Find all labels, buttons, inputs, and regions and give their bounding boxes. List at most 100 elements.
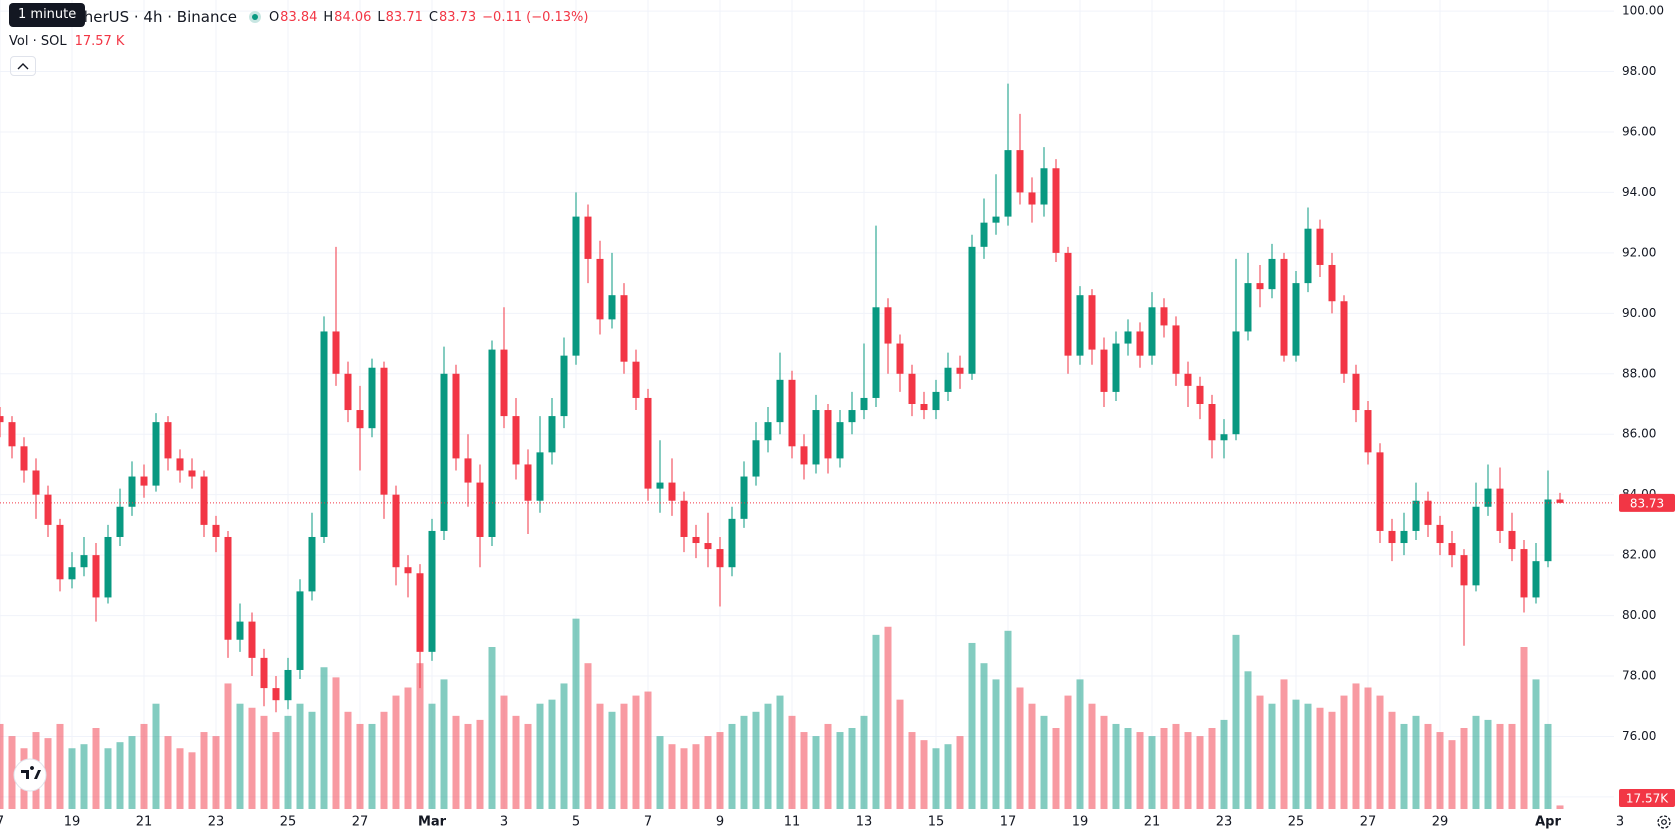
volume-bar (188, 752, 196, 809)
market-status[interactable] (248, 11, 261, 23)
candle-body (1088, 295, 1096, 350)
collapse-button[interactable] (10, 56, 36, 76)
candle-body (1328, 264, 1336, 302)
volume-bar (140, 723, 148, 809)
candle-body (368, 367, 376, 429)
candle-body (1544, 499, 1552, 562)
volume-bar (536, 703, 544, 809)
volume-name[interactable]: Vol · SOL (9, 33, 67, 49)
volume-bar (728, 723, 736, 809)
candle-body (1256, 283, 1264, 290)
x-tick-label: 19 (64, 815, 81, 830)
volume-legend: Vol · SOL 17.57 K (9, 31, 130, 51)
candle-body (140, 476, 148, 486)
volume-bar (1328, 711, 1336, 809)
volume-bar (788, 715, 796, 809)
candle-body (848, 410, 856, 423)
y-tick-label: 76.00 (1622, 729, 1656, 743)
candle-body (1496, 488, 1504, 531)
volume-bar (884, 626, 892, 809)
symbol-title[interactable]: TetherUS · 4h · Binance (62, 8, 237, 26)
candle-body (884, 307, 892, 344)
candle-body (332, 331, 340, 374)
settings-icon[interactable] (1657, 815, 1671, 829)
legend-low: 83.71 (385, 9, 423, 25)
candle-body (1508, 530, 1516, 550)
x-tick-label: 29 (1432, 815, 1449, 830)
candle-body (1436, 524, 1444, 544)
candle-body (236, 621, 244, 640)
candle-body (0, 416, 4, 423)
candle-body (416, 573, 424, 652)
candle-body (776, 379, 784, 423)
volume-bar (992, 679, 1000, 809)
candle-body (272, 688, 280, 701)
candle-body (608, 295, 616, 320)
x-tick-label: 5 (572, 815, 580, 830)
x-tick-label: 27 (352, 815, 369, 830)
tradingview-logo[interactable] (13, 758, 47, 792)
volume-bar (1052, 728, 1060, 809)
candle-body (428, 530, 436, 652)
candle-body (704, 543, 712, 550)
candle-body (1172, 325, 1180, 374)
candle-body (1520, 549, 1528, 598)
volume-bar (860, 715, 868, 809)
volume-bar (1172, 723, 1180, 809)
candle-body (380, 367, 388, 495)
volume-bar (632, 695, 640, 809)
volume-bar (812, 736, 820, 809)
candle-body (1232, 331, 1240, 435)
candle-body (164, 422, 172, 459)
volume-bar (908, 732, 916, 809)
candle-body (644, 397, 652, 489)
candle-body (1400, 530, 1408, 544)
x-tick-label: 19 (1072, 815, 1089, 830)
candle-body (452, 373, 460, 459)
volume-bar (1136, 732, 1144, 809)
volume-bar (332, 677, 340, 809)
volume-bar (1076, 679, 1084, 809)
volume-bar (1544, 723, 1552, 809)
volume-bar (1004, 630, 1012, 809)
volume-bar (1292, 699, 1300, 809)
legend-key: C (428, 9, 438, 25)
candle-body (944, 367, 952, 392)
candle-body (1556, 499, 1564, 503)
volume-bar (776, 695, 784, 809)
candle-body (1412, 500, 1420, 531)
candle-body (296, 591, 304, 670)
volume-bar (296, 703, 304, 809)
volume-bar (344, 711, 352, 809)
volume-bar (392, 695, 400, 809)
volume-bar (416, 663, 424, 809)
candle-body (968, 246, 976, 374)
volume-bar (116, 742, 124, 809)
x-tick-label: 25 (280, 815, 297, 830)
y-tick-label: 82.00 (1622, 548, 1656, 562)
volume-bar (596, 703, 604, 809)
volume-bar (488, 647, 496, 809)
candle-body (656, 482, 664, 489)
volume-bar (1100, 715, 1108, 809)
last-volume-label: 17.57K (1626, 792, 1669, 806)
x-tick-label: Apr (1535, 815, 1561, 830)
volume-bar (944, 744, 952, 809)
candle-body (1292, 283, 1300, 356)
candle-body (716, 549, 724, 568)
candle-body (992, 216, 1000, 223)
volume-bar (1280, 679, 1288, 809)
volume-bar (1244, 671, 1252, 809)
volume-bar (1220, 719, 1228, 809)
volume-bar (872, 634, 880, 809)
candle-body (392, 494, 400, 568)
candle-body (1016, 150, 1024, 193)
candle-body (1268, 258, 1276, 290)
volume-bar (716, 732, 724, 809)
candle-body (536, 452, 544, 501)
volume-bar (1016, 687, 1024, 809)
candle-body (404, 567, 412, 574)
candle-body (1184, 373, 1192, 386)
candle-body (1424, 500, 1432, 525)
